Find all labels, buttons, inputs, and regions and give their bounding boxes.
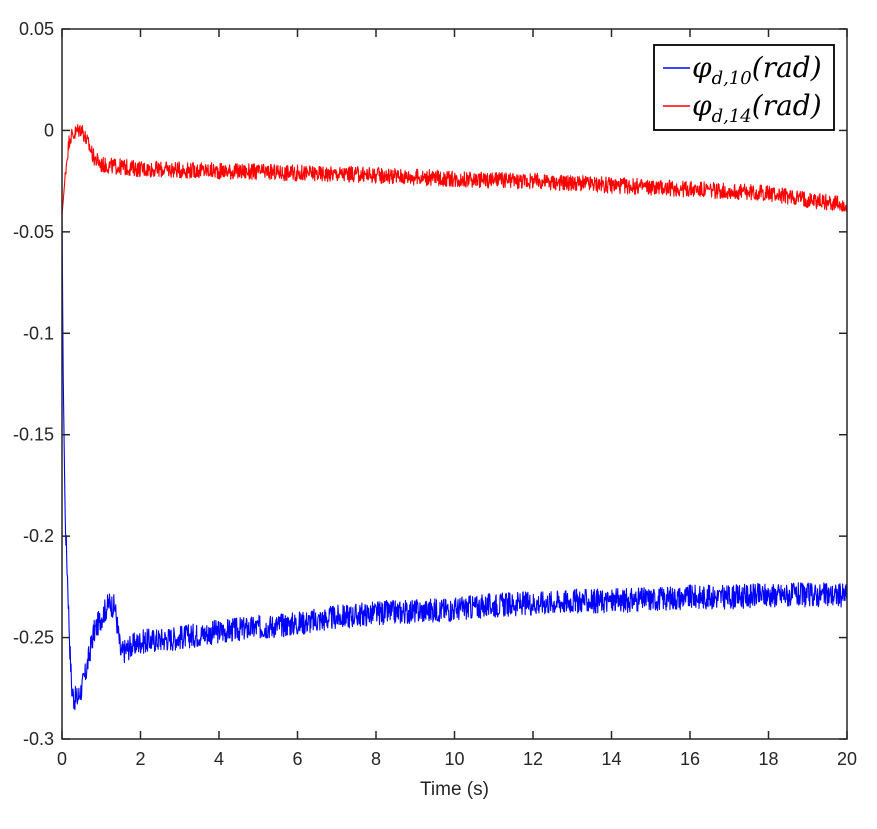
x-tick-label: 8	[371, 749, 381, 769]
series-line-phi-d14	[61, 124, 848, 216]
x-tick-label: 18	[758, 749, 778, 769]
series-line-phi-d10	[61, 211, 848, 711]
legend-subscript-phi-d10: d,10	[712, 68, 752, 89]
y-tick-label: -0.1	[23, 323, 54, 343]
x-tick-label: 16	[680, 749, 700, 769]
y-tick-label: -0.2	[23, 526, 54, 546]
y-tick-label: 0.05	[19, 19, 54, 39]
x-tick-label: 12	[523, 749, 543, 769]
y-tick-label: -0.25	[13, 628, 54, 648]
series-layer	[61, 124, 848, 711]
legend-unit-phi-d10: (rad)	[752, 51, 822, 84]
legend: φd,10(rad) φd,14(rad)	[653, 44, 835, 131]
x-axis-title: Time (s)	[420, 779, 489, 800]
y-tick-label: -0.3	[23, 729, 54, 749]
x-tick-label: 14	[601, 749, 621, 769]
legend-symbol-phi-d10: φ	[692, 51, 712, 84]
y-tick-label: 0	[44, 120, 54, 140]
legend-symbol-phi-d14: φ	[692, 89, 712, 122]
x-tick-label: 10	[444, 749, 464, 769]
tick-layer: 0 2 4 6 8 10 12 14 16 18 20 0.05 0 -0.05 -0.1 -0.15 -0.2…	[13, 19, 857, 769]
x-tick-label: 2	[135, 749, 145, 769]
x-tick-label: 4	[214, 749, 224, 769]
x-tick-label: 20	[837, 749, 857, 769]
legend-box	[653, 44, 835, 131]
x-tick-label: 0	[57, 749, 67, 769]
x-tick-label: 6	[292, 749, 302, 769]
legend-label-phi-d10: φd,10(rad)	[692, 51, 822, 89]
legend-label-phi-d14: φd,14(rad)	[692, 89, 822, 127]
y-tick-label: -0.05	[13, 222, 54, 242]
y-tick-label: -0.15	[13, 425, 54, 445]
legend-subscript-phi-d14: d,14	[712, 106, 752, 127]
legend-unit-phi-d14: (rad)	[752, 89, 822, 122]
